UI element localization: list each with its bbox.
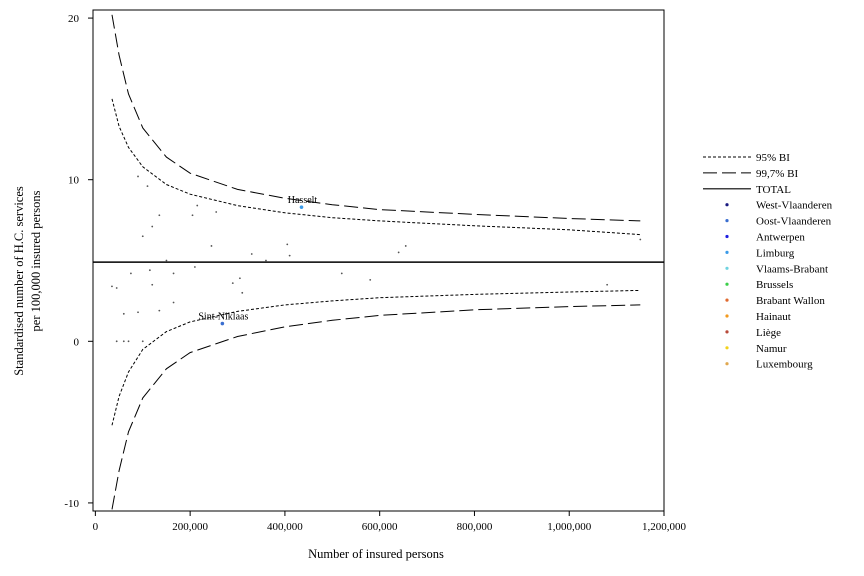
- x-axis: 0 200,000 400,000 600,000 800,000 1,000,000 1,…: [93, 511, 687, 533]
- x-tick-label: 400,000: [267, 521, 303, 533]
- data-point: [193, 266, 196, 268]
- data-point: [158, 309, 161, 312]
- x-tick-label: 800,000: [457, 521, 493, 533]
- data-point: [196, 204, 199, 207]
- data-point: [137, 175, 139, 178]
- legend-marker: [725, 266, 729, 270]
- data-point: [141, 340, 144, 343]
- legend-label: Oost-Vlaanderen: [756, 216, 832, 228]
- ci997-lower-curve: [111, 304, 641, 510]
- x-tick-label: 600,000: [362, 521, 398, 533]
- data-point: [369, 278, 372, 281]
- legend-label: Brabant Wallon: [756, 295, 825, 307]
- legend-label: Limburg: [756, 247, 795, 259]
- data-point: [288, 254, 291, 257]
- x-tick-label: 200,000: [172, 521, 208, 533]
- data-point: [151, 225, 154, 228]
- plot-area-frame: [92, 9, 665, 512]
- y-tick-label: 0: [74, 336, 80, 348]
- legend-label: Brussels: [756, 279, 793, 291]
- data-point: [172, 272, 175, 275]
- ci95-legend-label: 95% BI: [756, 152, 790, 164]
- ci997-upper-curve: [111, 14, 641, 222]
- data-point: [639, 238, 642, 241]
- data-point: [146, 185, 149, 188]
- legend-label: Hainaut: [756, 311, 791, 323]
- legend-marker: [725, 346, 729, 350]
- data-point: [158, 214, 161, 217]
- data-point: [165, 259, 168, 262]
- highlighted-point: [220, 321, 225, 326]
- y-axis-title-line-1: Standardised number of H.C. services: [12, 186, 26, 376]
- legend-marker: [725, 330, 729, 334]
- legend-marker: [725, 362, 729, 366]
- data-point: [265, 259, 267, 262]
- data-point: [137, 311, 139, 314]
- data-point: [250, 253, 253, 255]
- data-point: [286, 243, 289, 246]
- data-point: [606, 283, 609, 286]
- legend-marker: [725, 234, 729, 239]
- data-point: [397, 251, 400, 254]
- data-points: [111, 175, 642, 343]
- legend-marker: [725, 250, 729, 254]
- legend-label: Liège: [756, 327, 781, 339]
- data-point: [238, 277, 241, 280]
- x-tick-label: 1,200,000: [642, 521, 687, 533]
- data-point: [122, 312, 125, 315]
- legend-label: Namur: [756, 343, 787, 355]
- y-tick-label: -10: [64, 498, 79, 510]
- legend-marker: [725, 282, 729, 286]
- ci95-lower-curve: [111, 289, 641, 426]
- data-point: [191, 214, 194, 217]
- highlighted-point: [299, 205, 304, 209]
- ci997-legend-label: 99,7% BI: [756, 168, 799, 180]
- y-tick-label: 20: [68, 13, 80, 25]
- data-point: [127, 340, 130, 343]
- x-tick-label: 1,000,000: [547, 521, 592, 533]
- data-point: [115, 340, 118, 343]
- x-axis-title: Number of insured persons: [308, 547, 444, 561]
- legend-label: Luxembourg: [756, 359, 813, 371]
- y-axis-title-line-2: per 100,000 insured persons: [29, 190, 43, 331]
- data-point: [122, 340, 125, 343]
- legend-marker: [725, 219, 729, 223]
- point-annotations: Sint-Niklaas Hasselt: [198, 195, 317, 322]
- legend-label: Vlaams-Brabant: [756, 263, 828, 275]
- data-point: [340, 272, 343, 275]
- ci95-upper-curve: [111, 98, 641, 236]
- data-point: [404, 245, 407, 247]
- legend-marker: [725, 298, 729, 302]
- data-point: [231, 282, 234, 285]
- y-axis: -10 0 10 20: [64, 13, 93, 510]
- point-label: Sint-Niklaas: [198, 312, 248, 323]
- data-point: [241, 291, 244, 294]
- point-label: Hasselt: [288, 195, 318, 206]
- data-point: [224, 312, 227, 315]
- x-tick-label: 0: [93, 521, 99, 533]
- data-point: [148, 269, 151, 272]
- legend-marker: [725, 203, 729, 207]
- legend-label: West-Vlaanderen: [756, 200, 833, 212]
- data-point: [115, 287, 118, 289]
- y-tick-label: 10: [68, 175, 80, 187]
- data-point: [111, 285, 113, 288]
- data-point: [151, 283, 154, 286]
- data-point: [210, 245, 213, 247]
- legend: 95% BI 99,7% BI TOTAL West-Vlaanderen Oost-V…: [703, 152, 833, 371]
- total-legend-label: TOTAL: [756, 184, 791, 196]
- data-point: [215, 211, 218, 213]
- data-point: [130, 272, 132, 275]
- confidence-limit-curves: [111, 14, 641, 510]
- legend-marker: [725, 314, 729, 318]
- data-point: [172, 301, 175, 304]
- legend-label: Antwerpen: [756, 232, 805, 244]
- data-point: [141, 235, 144, 238]
